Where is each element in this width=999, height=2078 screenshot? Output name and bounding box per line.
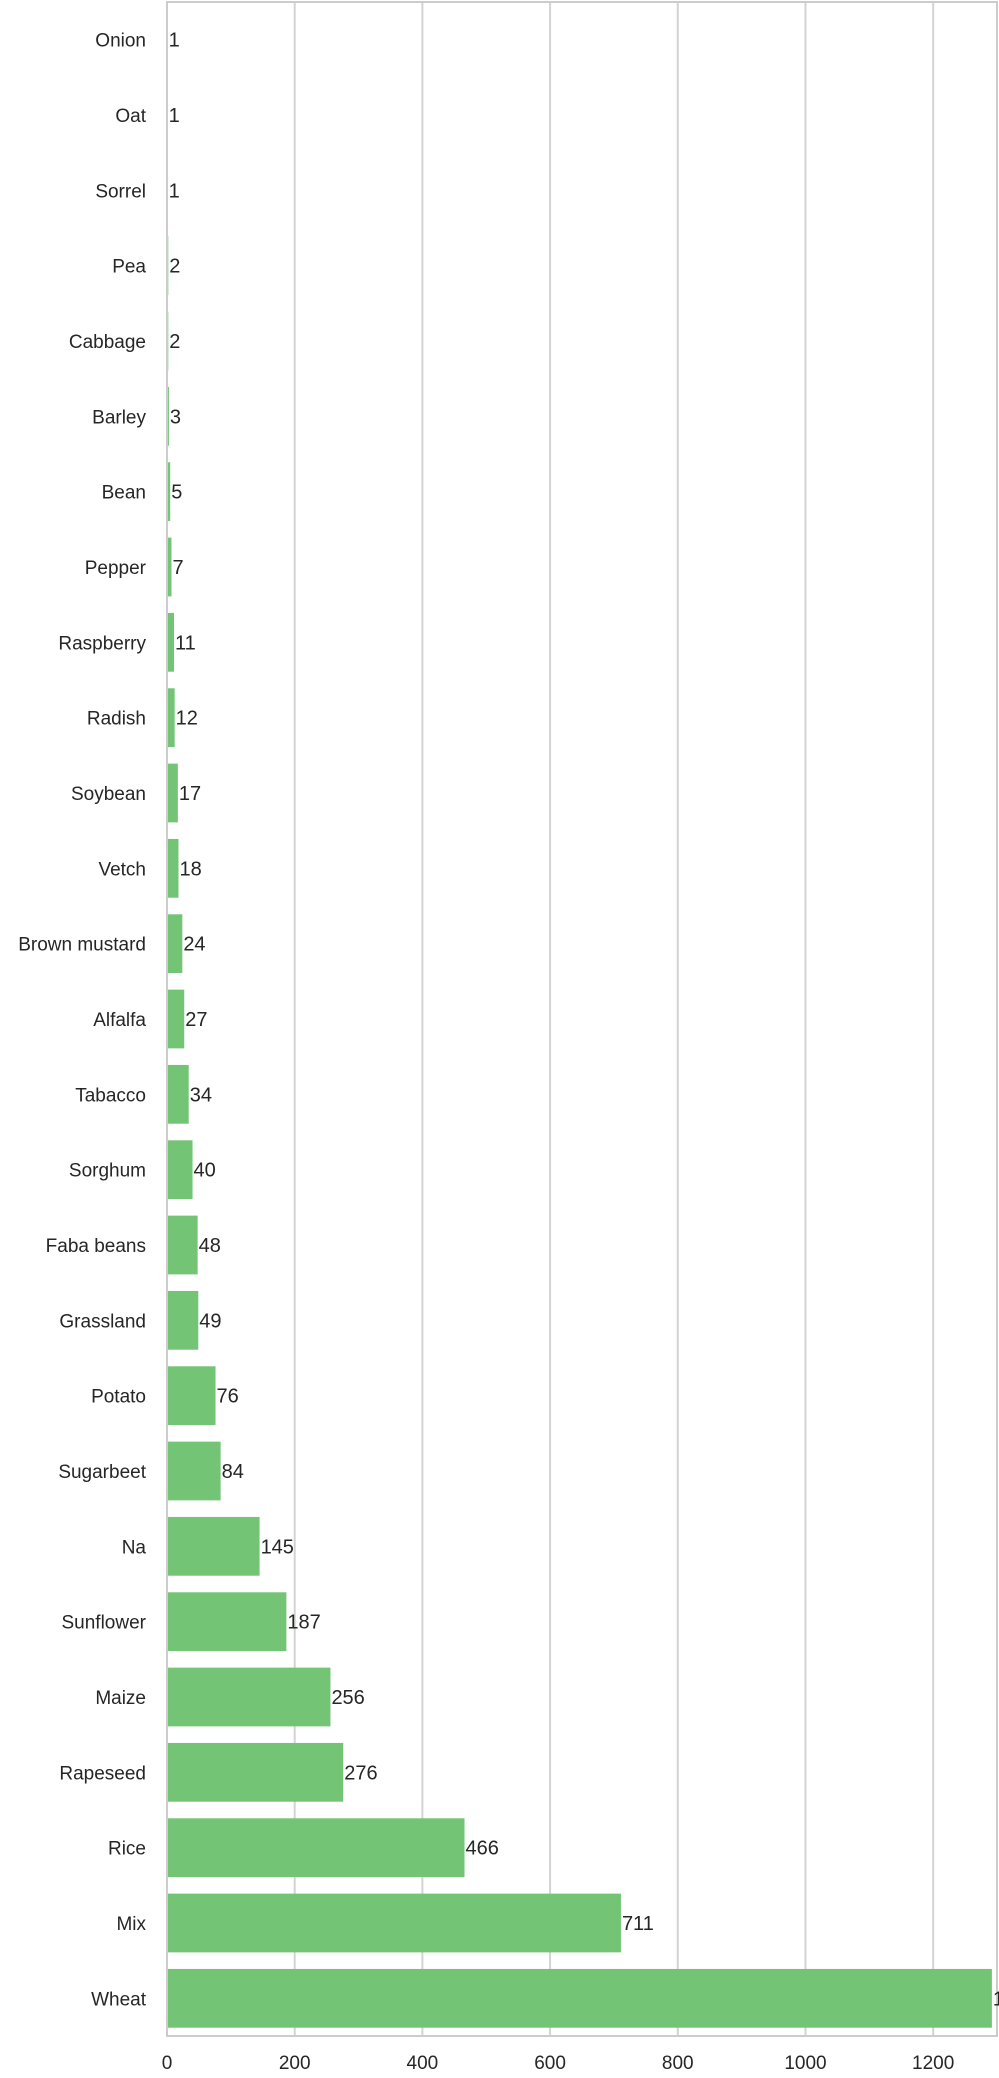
data-label-sorghum: 40: [194, 1160, 216, 1182]
data-label-mix: 711: [622, 1913, 654, 1935]
data-label-sunflower: 187: [287, 1612, 320, 1634]
y-tick-label-bean: Bean: [102, 483, 146, 504]
data-label-maize: 256: [331, 1687, 364, 1709]
bar-maize: [167, 1667, 331, 1727]
data-label-grassland: 49: [199, 1310, 221, 1332]
y-tick-label-wheat: Wheat: [91, 1989, 147, 2010]
y-tick-label-maize: Maize: [95, 1688, 146, 1709]
data-labels: 1112235711121718242734404849768414518725…: [169, 30, 999, 2011]
bar-vetch: [167, 838, 179, 898]
y-tick-label-barley: Barley: [92, 407, 146, 428]
data-label-oat: 1: [169, 105, 180, 127]
bar-faba-beans: [167, 1215, 198, 1275]
y-tick-label-pepper: Pepper: [85, 558, 147, 579]
grid-lines: [166, 2, 935, 2036]
data-label-soybean: 17: [179, 783, 201, 805]
y-tick-labels: Onion Oat Sorrel Pea Cabbage Barley Bean Pepper…: [18, 31, 147, 2011]
data-label-pepper: 7: [172, 557, 183, 579]
bars: [167, 10, 992, 2028]
plot-frame: [166, 1, 998, 2037]
data-label-radish: 12: [176, 708, 198, 730]
y-tick-label-vetch: Vetch: [98, 859, 146, 880]
y-tick-label-raspberry: Raspberry: [58, 633, 146, 654]
data-label-tabacco: 34: [190, 1084, 212, 1106]
data-label-barley: 3: [170, 406, 181, 428]
y-tick-label-cabbage: Cabbage: [69, 332, 146, 353]
y-tick-label-sorrel: Sorrel: [95, 181, 146, 202]
y-tick-label-faba-beans: Faba beans: [46, 1236, 146, 1257]
y-tick-label-sunflower: Sunflower: [62, 1613, 147, 1634]
x-tick-label-1200: 1200: [912, 2053, 954, 2074]
y-tick-label-soybean: Soybean: [71, 784, 146, 805]
bar-pepper: [167, 537, 172, 597]
x-tick-label-800: 800: [662, 2053, 694, 2074]
y-tick-label-mix: Mix: [116, 1914, 146, 1935]
data-label-bean: 5: [171, 482, 182, 504]
data-label-potato: 76: [217, 1386, 239, 1408]
y-tick-label-radish: Radish: [87, 709, 146, 730]
bar-na: [167, 1516, 260, 1576]
y-tick-label-brown-mustard: Brown mustard: [18, 935, 146, 956]
x-tick-label-600: 600: [534, 2053, 566, 2074]
data-label-brown-mustard: 24: [183, 934, 205, 956]
y-tick-label-pea: Pea: [112, 257, 146, 278]
x-tick-label-0: 0: [162, 2053, 173, 2074]
bar-rapeseed: [167, 1742, 344, 1802]
x-tick-label-400: 400: [407, 2053, 439, 2074]
y-tick-label-grassland: Grassland: [59, 1311, 146, 1332]
bar-soybean: [167, 763, 178, 823]
bar-rice: [167, 1818, 465, 1878]
bar-potato: [167, 1366, 216, 1426]
data-label-faba-beans: 48: [199, 1235, 221, 1257]
data-label-sorrel: 1: [169, 180, 180, 202]
bar-sunflower: [167, 1592, 287, 1652]
y-tick-label-sorghum: Sorghum: [69, 1161, 146, 1182]
bar-raspberry: [167, 612, 175, 672]
data-label-raspberry: 11: [175, 632, 196, 654]
data-label-na: 145: [261, 1536, 294, 1558]
bar-grassland: [167, 1290, 199, 1350]
y-tick-label-alfalfa: Alfalfa: [93, 1010, 146, 1031]
x-tick-labels: 0 200 400 600 800 1000 1200: [162, 2053, 955, 2074]
data-label-wheat: 1292: [993, 1988, 999, 2010]
bar-sugarbeet: [167, 1441, 221, 1501]
data-label-rice: 466: [466, 1838, 499, 1860]
y-tick-label-na: Na: [122, 1537, 147, 1558]
y-tick-label-rapeseed: Rapeseed: [59, 1763, 146, 1784]
y-tick-label-tabacco: Tabacco: [75, 1085, 146, 1106]
data-label-onion: 1: [169, 30, 180, 52]
y-tick-label-onion: Onion: [95, 31, 146, 52]
bar-alfalfa: [167, 989, 185, 1049]
plot-border: [166, 1, 998, 2037]
data-label-alfalfa: 27: [185, 1009, 207, 1031]
y-tick-label-oat: Oat: [115, 106, 146, 127]
bar-bean: [167, 462, 171, 522]
x-tick-label-1000: 1000: [784, 2053, 826, 2074]
bar-brown-mustard: [167, 914, 183, 974]
y-tick-label-potato: Potato: [91, 1387, 146, 1408]
data-label-pea: 2: [169, 256, 180, 278]
data-label-sugarbeet: 84: [222, 1461, 244, 1483]
bar-radish: [167, 688, 175, 748]
bar-sorghum: [167, 1140, 193, 1200]
data-label-vetch: 18: [179, 858, 201, 880]
y-tick-label-sugarbeet: Sugarbeet: [58, 1462, 146, 1483]
data-label-rapeseed: 276: [344, 1762, 377, 1784]
data-label-cabbage: 2: [169, 331, 180, 353]
y-tick-label-rice: Rice: [108, 1839, 146, 1860]
bar-tabacco: [167, 1064, 189, 1124]
bar-wheat: [167, 1968, 992, 2028]
x-tick-label-200: 200: [279, 2053, 311, 2074]
bar-mix: [167, 1893, 621, 1953]
